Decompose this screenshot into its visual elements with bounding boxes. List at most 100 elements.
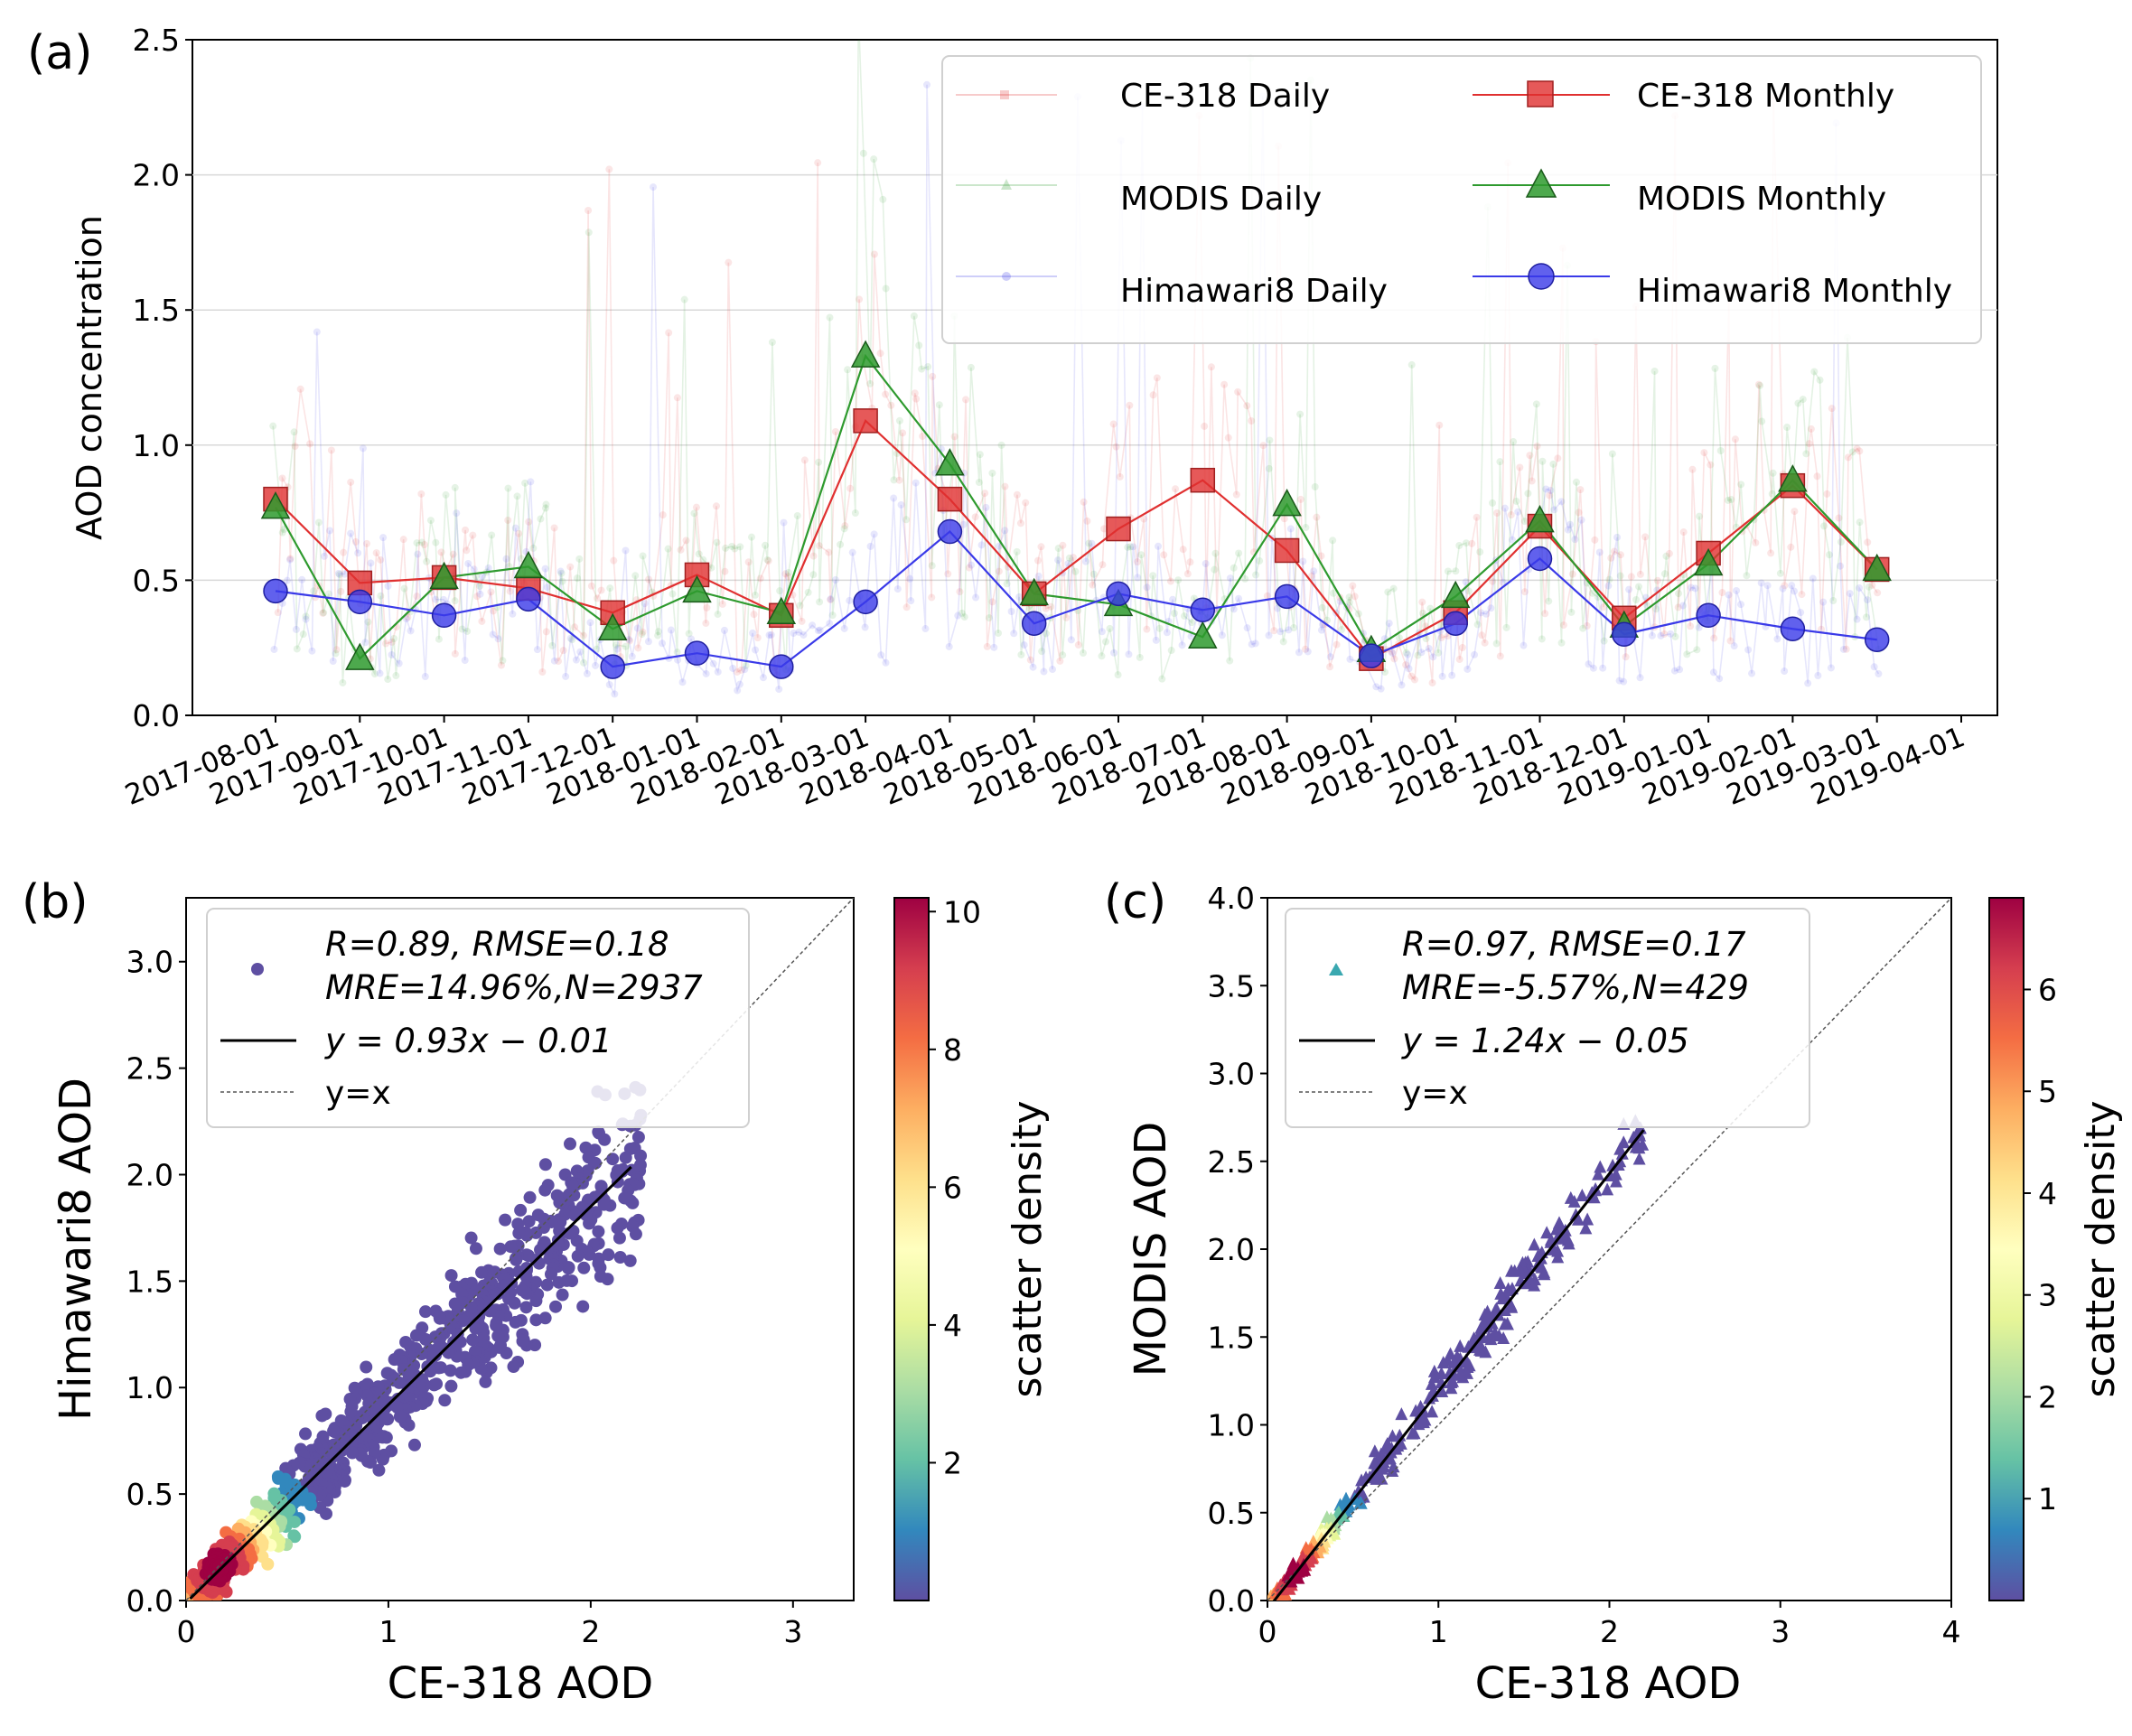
panel-a-daily-point — [827, 595, 835, 603]
panel-a-daily-point — [1627, 573, 1635, 581]
panel-a-daily-point — [1724, 496, 1732, 504]
panel-a-daily-point — [1502, 623, 1510, 631]
panel-a-daily-point — [538, 667, 547, 676]
panel-b-scatter-point — [315, 1409, 329, 1423]
panel-a-daily-point — [1001, 482, 1009, 490]
panel-a-daily-point — [1769, 469, 1777, 477]
panel-a-daily-point — [1081, 557, 1089, 565]
panel-a-daily-point — [432, 595, 440, 603]
panel-b-scatter-point — [433, 1311, 446, 1325]
panel-a-daily-point — [1116, 472, 1124, 481]
panel-a-daily-point — [1329, 589, 1337, 597]
panel-a-daily-point — [958, 609, 966, 617]
panel-a-daily-point — [1410, 676, 1418, 684]
panel-a-daily-point — [678, 678, 687, 686]
panel-a-daily-point — [478, 617, 486, 625]
panel-a-daily-point — [855, 9, 862, 16]
panel-a-daily-point — [971, 513, 979, 521]
panel-a-daily-point — [962, 396, 970, 404]
panel-a-daily-point — [423, 557, 431, 565]
panel-a-daily-point — [1733, 586, 1741, 594]
panel-a-daily-point — [521, 479, 529, 487]
panel-a-daily-point — [1437, 634, 1445, 642]
panel-a-daily-point — [734, 667, 742, 676]
panel-a-daily-point — [734, 686, 742, 695]
panel-a-daily-point — [1226, 657, 1234, 665]
panel-a-daily-point — [625, 637, 633, 645]
panel-a-himawari8-monthly-point — [853, 589, 878, 615]
panel-a-daily-point — [1232, 490, 1240, 499]
panel-a-daily-point — [968, 561, 976, 569]
panel-a-daily-point — [597, 586, 605, 594]
panel-a-daily-point — [1241, 574, 1249, 583]
panel-a-daily-point — [1155, 542, 1163, 550]
panel-a-daily-point — [1426, 604, 1435, 612]
panel-a-daily-point — [1235, 594, 1243, 602]
panel-a-daily-point — [400, 584, 408, 593]
panel-a-daily-point — [800, 456, 809, 464]
panel-b-scatter-point — [618, 1191, 631, 1205]
panel-a-daily-point — [592, 661, 600, 669]
panel-a-daily-point — [1468, 539, 1476, 547]
panel-a-daily-point — [1707, 461, 1715, 469]
panel-a-daily-point — [677, 546, 685, 554]
panel-a-daily-point — [851, 509, 859, 518]
panel-a-daily-point — [583, 669, 591, 677]
panel-a-daily-point — [1452, 567, 1460, 575]
panel-a-daily-point — [293, 645, 301, 653]
panel-a-daily-point — [407, 627, 415, 635]
panel-a-daily-point — [664, 545, 672, 553]
panel-a-modis-monthly-point — [682, 574, 712, 603]
panel-a-daily-point — [1234, 387, 1242, 396]
panel-a-daily-point — [1716, 675, 1724, 683]
panel-a-daily-point — [759, 674, 767, 682]
panel-a-daily-point — [707, 564, 715, 572]
panel-b-scatter-point — [287, 1529, 301, 1543]
panel-a-daily-point — [1243, 402, 1251, 410]
panel-a-daily-point — [1700, 449, 1708, 457]
panel-b: (b) 0 1 2 3 0.0 0.5 1.0 1.5 2.0 2.5 3.0 CE-318 AOD… — [22, 875, 1051, 1709]
panel-a-daily-point — [890, 476, 898, 484]
panel-a-daily-point — [278, 528, 286, 537]
panel-a-daily-point — [975, 479, 983, 487]
panel-a-daily-point — [721, 567, 729, 575]
panel-a-daily-point — [935, 401, 943, 409]
panel-a-daily-point — [815, 458, 823, 466]
panel-a-ce318-monthly-line — [275, 419, 1878, 660]
panel-a-y-tick-label: 1.0 — [133, 428, 180, 463]
panel-b-x-tick-label: 1 — [379, 1614, 397, 1649]
panel-a-daily-point — [1201, 422, 1209, 430]
panel-a-daily-point — [1248, 417, 1256, 425]
panel-a-daily-point — [1752, 538, 1760, 546]
panel-a-daily-point — [1125, 650, 1133, 658]
panel-a-daily-point — [784, 573, 792, 581]
panel-a-daily-point — [1149, 572, 1157, 580]
panel-c-y-tick-label: 1.5 — [1208, 1320, 1255, 1355]
panel-a-daily-point — [673, 394, 681, 402]
panel-a-daily-point — [831, 576, 839, 584]
panel-a-daily-point — [296, 385, 304, 393]
panel-a-daily-point — [702, 620, 710, 628]
panel-a-y-axis-label: AOD concentration — [70, 215, 109, 540]
panel-a-daily-point — [1158, 675, 1166, 683]
panel-a-daily-point — [988, 469, 996, 477]
panel-a-daily-point — [713, 538, 721, 546]
panel-a-daily-point — [702, 669, 710, 677]
panel-c-colorbar-tick-label: 6 — [2038, 972, 2057, 1007]
panel-c-scatter-points — [1267, 1114, 1650, 1601]
panel-b-colorbar — [893, 897, 930, 1601]
panel-a-daily-point — [1625, 585, 1633, 593]
panel-c-scatter-point — [1409, 1404, 1423, 1417]
panel-c-fit-line — [1272, 1129, 1645, 1601]
panel-a-daily-point — [879, 195, 887, 203]
panel-c-scatter-point — [1353, 1496, 1367, 1509]
panel-a-daily-point — [1674, 603, 1682, 611]
panel-a-daily-point — [613, 645, 622, 653]
panel-a-daily-point — [1828, 405, 1836, 413]
panel-a-daily-point — [1875, 669, 1883, 677]
panel-c-scatter-point — [1632, 1152, 1646, 1165]
panel-a-daily-point — [622, 546, 630, 555]
panel-a-daily-point — [995, 542, 1003, 550]
panel-a-daily-point — [1265, 464, 1273, 472]
panel-a-daily-point — [1725, 591, 1733, 599]
